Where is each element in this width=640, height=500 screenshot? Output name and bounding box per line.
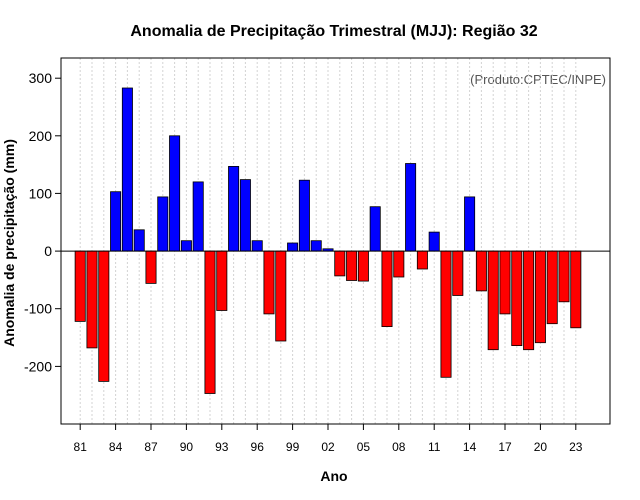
x-tick-label: 14 — [463, 440, 477, 454]
bar-2011 — [428, 231, 440, 252]
bar-2007 — [381, 250, 393, 328]
bar-2019 — [523, 250, 535, 351]
bar-2003 — [334, 250, 346, 277]
bar-1986 — [133, 229, 145, 252]
bar-2006 — [369, 206, 381, 252]
x-tick-label: 87 — [144, 440, 158, 454]
bar-1995 — [239, 179, 251, 252]
x-axis-label: Ano — [320, 468, 347, 484]
x-tick-label: 20 — [534, 440, 548, 454]
bar-2001 — [310, 240, 322, 252]
bar-1994 — [228, 165, 240, 252]
bar-2014 — [464, 196, 476, 252]
plot-frame — [60, 57, 611, 425]
bar-2004 — [346, 250, 358, 281]
bar-2023 — [570, 250, 582, 329]
bar-2018 — [511, 250, 523, 347]
x-tick-label: 23 — [569, 440, 583, 454]
y-tick-label: 200 — [29, 128, 53, 144]
bar-1987 — [145, 250, 157, 284]
bar-2005 — [357, 250, 369, 282]
x-tick-label: 90 — [180, 440, 194, 454]
x-tick-label: 99 — [286, 440, 300, 454]
bar-1988 — [157, 196, 169, 252]
bar-1985 — [121, 87, 133, 252]
bar-2000 — [298, 179, 310, 252]
bar-2017 — [499, 250, 511, 315]
x-tick-label: 84 — [109, 440, 123, 454]
bar-1981 — [74, 250, 86, 322]
x-tick-label: 93 — [215, 440, 229, 454]
y-tick-label: -200 — [24, 358, 52, 374]
bars — [74, 87, 582, 394]
bar-1989 — [169, 135, 181, 252]
bar-1998 — [275, 250, 287, 342]
bar-2021 — [546, 250, 558, 325]
bar-2015 — [475, 250, 487, 292]
x-tick-label: 96 — [251, 440, 265, 454]
bar-2016 — [487, 250, 499, 351]
bar-2020 — [534, 250, 546, 344]
bar-1996 — [251, 240, 263, 252]
x-tick-label: 17 — [498, 440, 512, 454]
bar-1993 — [216, 250, 228, 311]
x-axis: 81 84 87 90 93 96 99 02 05 08 11 14 17 20 23 — [74, 424, 583, 454]
chart-title: Anomalia de Precipitação Trimestral (MJJ… — [130, 23, 537, 40]
y-tick-label: 100 — [29, 185, 53, 201]
x-tick-label: 81 — [74, 440, 88, 454]
bar-1997 — [263, 250, 275, 315]
bar-2009 — [405, 163, 417, 252]
credit-text: (Produto:CPTEC/INPE) — [470, 72, 606, 87]
bar-2012 — [440, 250, 452, 378]
bar-1992 — [204, 250, 216, 394]
x-tick-label: 11 — [428, 440, 441, 454]
x-tick-label: 08 — [392, 440, 406, 454]
bar-1984 — [110, 191, 122, 252]
bar-1983 — [98, 250, 110, 382]
bar-1990 — [180, 240, 192, 252]
y-tick-label: 300 — [29, 70, 53, 86]
y-tick-label: -100 — [24, 301, 52, 317]
bar-1982 — [86, 250, 98, 349]
bar-2010 — [416, 250, 428, 270]
grid — [79, 58, 577, 424]
bar-2022 — [558, 250, 570, 303]
x-tick-label: 02 — [321, 440, 335, 454]
y-axis: -200 -100 0 100 200 300 — [24, 70, 61, 374]
y-tick-label: 0 — [44, 243, 52, 259]
bar-1991 — [192, 181, 204, 252]
bar-2008 — [393, 250, 405, 278]
bar-2013 — [452, 250, 464, 296]
bar-1999 — [287, 242, 299, 252]
y-axis-label: Anomalia de precipitação (mm) — [1, 139, 17, 347]
x-tick-label: 05 — [357, 440, 371, 454]
